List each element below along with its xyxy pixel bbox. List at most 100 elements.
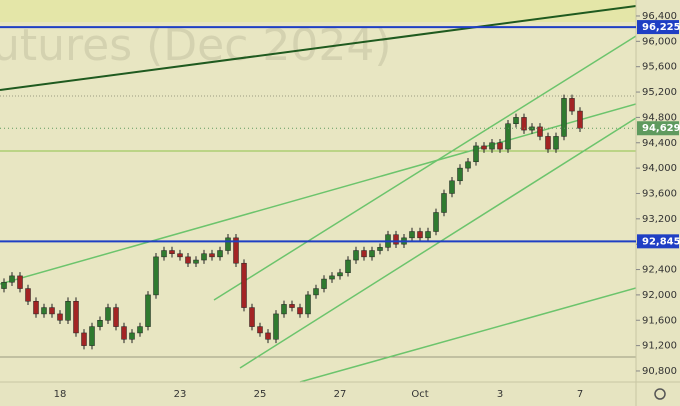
candle-body xyxy=(505,123,511,150)
trend-line xyxy=(299,287,637,383)
candle-body xyxy=(1,281,7,289)
candle-body xyxy=(121,326,127,340)
candle-body xyxy=(201,253,207,261)
level-badge xyxy=(637,234,679,249)
candle-body xyxy=(473,145,479,163)
candle-body xyxy=(193,259,199,264)
candle-body xyxy=(297,307,303,315)
x-tick-label: 23 xyxy=(174,389,187,400)
candle-body xyxy=(233,237,239,264)
candle-body xyxy=(465,161,471,169)
candle-body xyxy=(377,247,383,251)
candle-body xyxy=(113,307,119,327)
candle-body xyxy=(177,253,183,258)
level-badge xyxy=(637,20,679,35)
y-tick-label: 94,000 xyxy=(642,163,677,174)
candle-body xyxy=(321,278,327,289)
candle-body xyxy=(305,294,311,315)
candle-body xyxy=(497,142,503,150)
candle-body xyxy=(329,275,335,280)
watermark: utures (Dec 2024) xyxy=(0,20,392,71)
candle-body xyxy=(425,231,431,239)
x-tick-label: 3 xyxy=(497,389,503,400)
x-tick-label: 25 xyxy=(254,389,267,400)
level-label: 96,225 xyxy=(642,22,680,33)
candle-body xyxy=(553,136,559,150)
candle-body xyxy=(393,234,399,245)
y-tick-label: 94,400 xyxy=(642,138,677,149)
candle-body xyxy=(49,307,55,315)
y-tick-label: 92,400 xyxy=(642,265,677,276)
y-tick-label: 91,200 xyxy=(642,341,677,352)
candle-body xyxy=(17,275,23,289)
candle-body xyxy=(105,307,111,321)
candle-body xyxy=(345,259,351,273)
level-badge xyxy=(637,121,679,136)
candle-body xyxy=(361,250,367,258)
y-tick-label: 90,800 xyxy=(642,366,677,377)
candle-body xyxy=(185,256,191,264)
trend-line xyxy=(0,103,637,285)
x-tick-label: 7 xyxy=(577,389,583,400)
candle-body xyxy=(241,262,247,308)
level-label: 92,845 xyxy=(642,236,680,247)
candle-body xyxy=(369,250,375,258)
y-tick-label: 96,400 xyxy=(642,11,677,22)
candle-body xyxy=(249,307,255,327)
candle-body xyxy=(481,145,487,150)
candle-body xyxy=(353,250,359,261)
candle-body xyxy=(33,300,39,315)
candle-body xyxy=(129,332,135,340)
candle-body xyxy=(9,275,15,283)
candle-body xyxy=(537,126,543,137)
candle-body xyxy=(561,98,567,137)
candle-body xyxy=(41,307,47,315)
settings-icon[interactable] xyxy=(654,388,666,400)
candle-body xyxy=(417,231,423,239)
candle-body xyxy=(521,117,527,131)
candle-body xyxy=(225,237,231,251)
candle-body xyxy=(137,326,143,334)
candle-body xyxy=(441,193,447,213)
y-tick-label: 93,600 xyxy=(642,188,677,199)
candle-body xyxy=(65,300,71,321)
candle-body xyxy=(313,288,319,296)
candle-body xyxy=(81,332,87,346)
upper-zone xyxy=(0,0,636,22)
candle-body xyxy=(265,332,271,340)
candle-body xyxy=(289,304,295,308)
candle-body xyxy=(89,326,95,346)
candle-body xyxy=(273,313,279,340)
candle-body xyxy=(57,313,63,321)
candle-body xyxy=(161,250,167,258)
y-tick-label: 96,000 xyxy=(642,36,677,47)
candle-body xyxy=(153,256,159,296)
candle-body xyxy=(489,142,495,150)
candle-body xyxy=(457,167,463,182)
trend-line xyxy=(239,117,637,369)
x-tick-label: 27 xyxy=(334,389,347,400)
y-tick-label: 91,600 xyxy=(642,315,677,326)
y-tick-label: 95,200 xyxy=(642,87,677,98)
candle-body xyxy=(97,320,103,327)
level-label: 94,629 xyxy=(642,123,680,134)
candle-body xyxy=(145,294,151,327)
trend-line xyxy=(213,35,637,301)
candle-body xyxy=(257,326,263,334)
candle-body xyxy=(209,253,215,258)
candle-body xyxy=(409,231,415,239)
y-tick-label: 94,800 xyxy=(642,112,677,123)
candle-body xyxy=(73,300,79,334)
x-tick-label: 18 xyxy=(54,389,67,400)
candle-body xyxy=(433,212,439,232)
candle-body xyxy=(449,180,455,194)
candle-body xyxy=(513,117,519,124)
y-tick-label: 92,000 xyxy=(642,290,677,301)
candle-body xyxy=(25,288,31,302)
channel-lines xyxy=(0,35,637,383)
x-tick-label: Oct xyxy=(411,389,428,400)
y-tick-label: 93,200 xyxy=(642,214,677,225)
trend-line xyxy=(0,5,637,91)
